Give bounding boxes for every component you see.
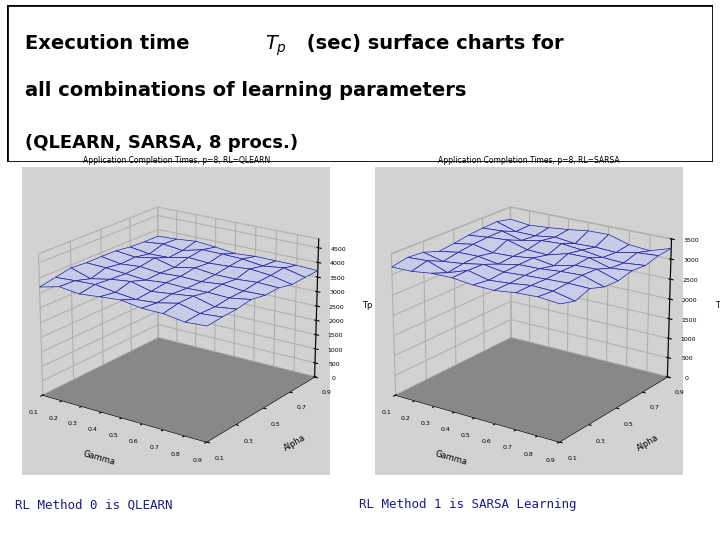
Text: RL Method 0 is QLEARN: RL Method 0 is QLEARN [15, 498, 172, 511]
Title: Application Completion Times, p=8, RL=QLEARN: Application Completion Times, p=8, RL=QL… [83, 156, 270, 165]
FancyBboxPatch shape [7, 5, 713, 162]
Text: Execution time: Execution time [24, 33, 196, 52]
Text: (sec) surface charts for: (sec) surface charts for [300, 33, 564, 52]
Y-axis label: Alpha: Alpha [283, 433, 308, 454]
X-axis label: Gamma: Gamma [81, 449, 116, 467]
Text: (QLEARN, SARSA, 8 procs.): (QLEARN, SARSA, 8 procs.) [24, 134, 298, 152]
Text: all combinations of learning parameters: all combinations of learning parameters [24, 80, 467, 99]
Y-axis label: Alpha: Alpha [636, 433, 661, 454]
Title: Application Completion Times, p=8, RL=SARSA: Application Completion Times, p=8, RL=SA… [438, 156, 620, 165]
X-axis label: Gamma: Gamma [434, 449, 469, 467]
Text: $T_p$: $T_p$ [265, 33, 287, 58]
Text: RL Method 1 is SARSA Learning: RL Method 1 is SARSA Learning [359, 498, 577, 511]
